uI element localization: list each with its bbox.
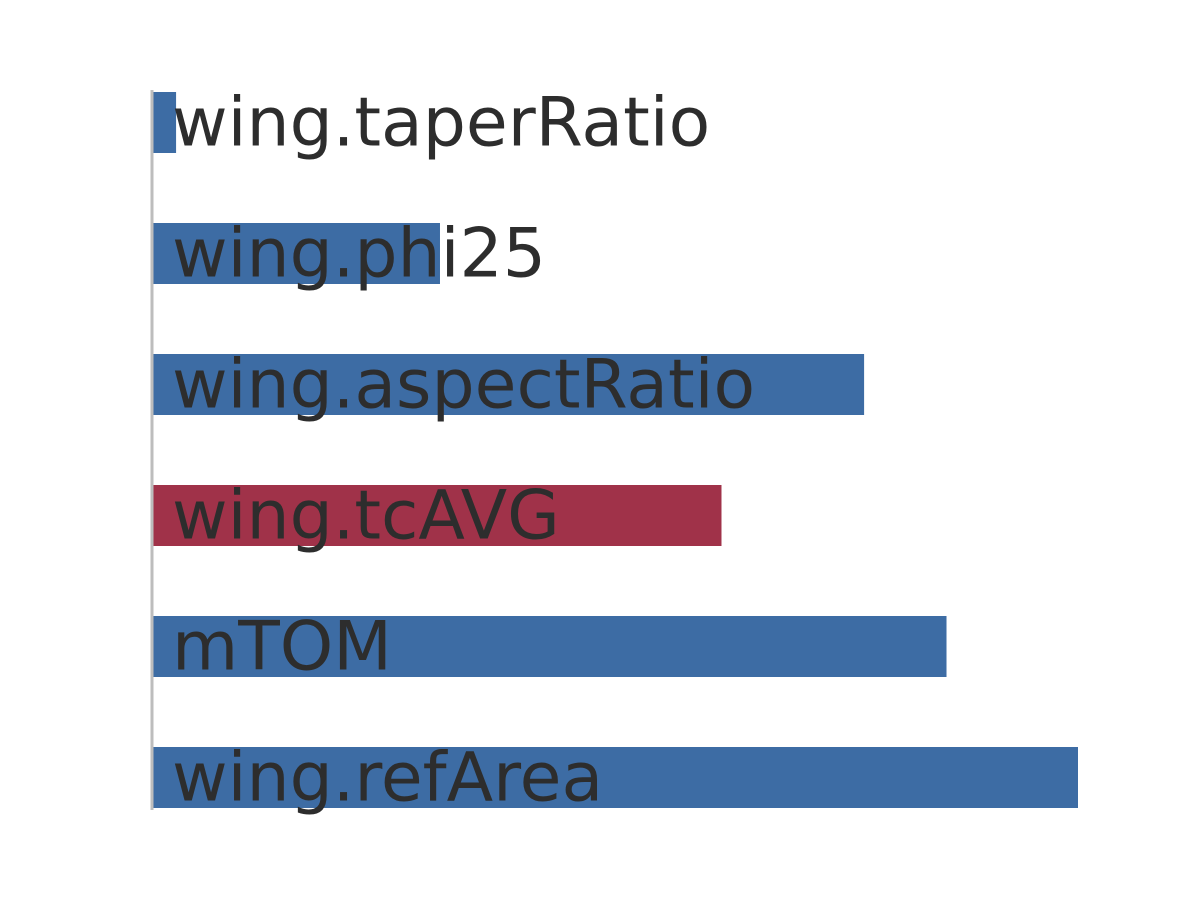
- bar-wing-phi25: [152, 223, 440, 284]
- bar-wing-taperRatio: [152, 92, 177, 153]
- bar-wing-aspectRatio: [152, 354, 865, 415]
- bar-label-wing-taperRatio: wing.taperRatio: [172, 84, 710, 163]
- bar-wing-tcAVG: [152, 485, 722, 546]
- bar-label-wing-tcAVG: wing.tcAVG: [172, 477, 560, 556]
- bar-label-mTOM: mTOM: [172, 608, 392, 687]
- labels-group: wing.taperRatio wing.phi25 wing.aspectRati…: [172, 84, 755, 818]
- bars-group: [152, 92, 1078, 808]
- bar-mTOM: [152, 616, 947, 677]
- bar-label-wing-refArea: wing.refArea: [172, 739, 603, 818]
- bar-label-wing-aspectRatio: wing.aspectRatio: [172, 346, 755, 425]
- bar-wing-refArea: [152, 747, 1078, 808]
- bar-label-wing-phi25: wing.phi25: [172, 215, 546, 294]
